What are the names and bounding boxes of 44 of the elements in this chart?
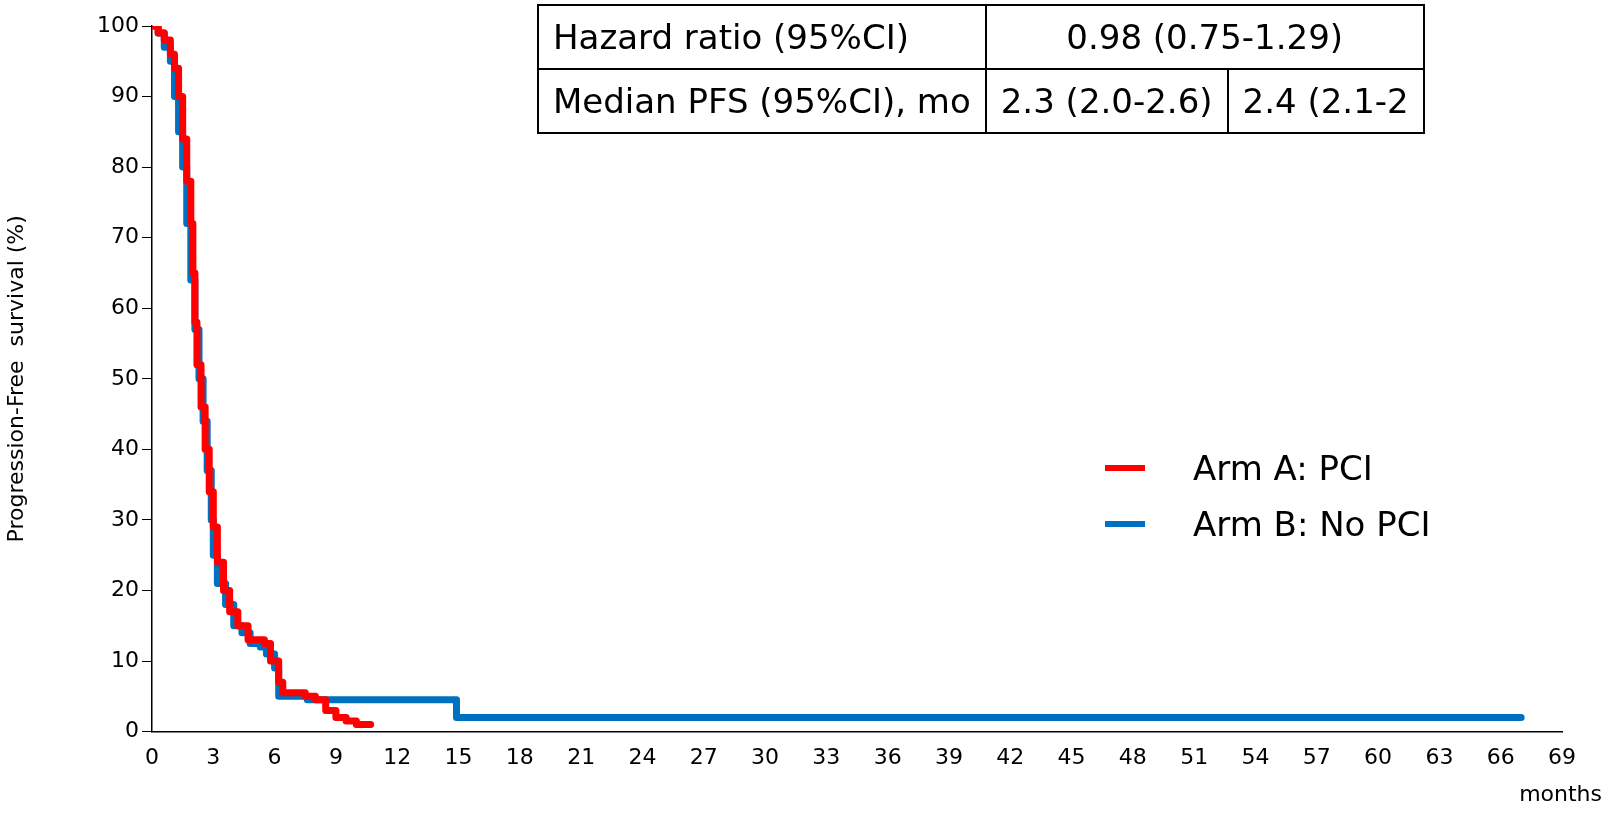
x-tick-label: 66 xyxy=(1486,743,1515,769)
x-tick-label: 48 xyxy=(1118,743,1147,769)
y-tick-label: 80 xyxy=(111,152,139,178)
x-tick-label: 6 xyxy=(267,743,282,769)
y-tick-label: 60 xyxy=(111,293,139,319)
x-tick-label: 12 xyxy=(383,743,412,769)
x-tick-label: 45 xyxy=(1057,743,1086,769)
annotation: 0.98 (0.75-1.29) xyxy=(985,5,1424,69)
x-tick-label: 33 xyxy=(812,743,841,769)
x-tick-label: 27 xyxy=(689,743,718,769)
annotation: 2.3 (2.0-2.6) xyxy=(985,69,1228,133)
y-axis-title: Progression-Free survival (%) xyxy=(2,215,28,543)
y-tick-label: 20 xyxy=(111,576,139,602)
y-tick-label: 30 xyxy=(111,505,139,531)
x-axis-title: months xyxy=(1519,780,1602,806)
x-tick-label: 42 xyxy=(996,743,1025,769)
x-tick-label: 51 xyxy=(1180,743,1209,769)
y-tick-label: 90 xyxy=(111,82,139,108)
x-tick-label: 0 xyxy=(145,743,159,769)
x-tick-label: 36 xyxy=(873,743,902,769)
x-tick-label: 15 xyxy=(444,743,473,769)
y-tick-label: 100 xyxy=(97,11,139,37)
x-tick-label: 39 xyxy=(934,743,963,769)
x-tick-label: 54 xyxy=(1241,743,1270,769)
x-tick-label: 69 xyxy=(1548,743,1576,769)
y-tick-label: 10 xyxy=(111,646,139,672)
y-tick-label: 0 xyxy=(125,717,139,743)
x-tick-label: 21 xyxy=(567,743,596,769)
y-tick-label: 40 xyxy=(111,435,139,461)
x-tick-label: 60 xyxy=(1364,743,1393,769)
x-tick-label: 57 xyxy=(1302,743,1331,769)
y-tick-label: 50 xyxy=(111,364,139,390)
x-tick-label: 24 xyxy=(628,743,657,769)
annotation: Hazard ratio (95%CI) xyxy=(538,5,986,69)
legend-label: Arm A: PCI xyxy=(1193,448,1373,488)
annotation: Median PFS (95%CI), mo xyxy=(538,69,986,133)
x-tick-label: 30 xyxy=(751,743,780,769)
x-tick-label: 18 xyxy=(505,743,534,769)
annotation: 2.4 (2.1-2 xyxy=(1227,69,1424,133)
y-tick-label: 70 xyxy=(111,223,139,249)
x-tick-label: 3 xyxy=(206,743,221,769)
legend-label: Arm B: No PCI xyxy=(1193,504,1431,544)
x-tick-label: 63 xyxy=(1425,743,1454,769)
x-tick-label: 9 xyxy=(328,743,343,769)
